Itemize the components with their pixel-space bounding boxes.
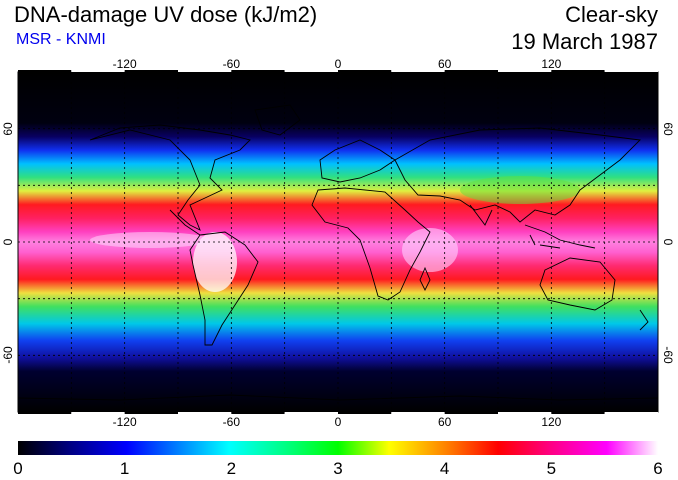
- sky-condition-label: Clear-sky: [565, 2, 658, 27]
- colorbar-label: 1: [119, 459, 130, 478]
- longitude-tick-label: -120: [112, 57, 137, 71]
- north-america-coast: [89, 124, 251, 231]
- frame-tick: [231, 412, 285, 414]
- southeast-asia-islands: [524, 224, 596, 249]
- frame-tick: [604, 70, 658, 72]
- longitude-tick-label: -120: [112, 415, 137, 429]
- colorbar-label: 3: [333, 459, 343, 478]
- colorbar: [18, 441, 658, 455]
- frame-tick: [71, 412, 125, 414]
- latitude-tick-label: 60: [1, 121, 15, 136]
- map-title: DNA-damage UV dose (kJ/m2): [14, 2, 318, 27]
- africa-coast: [311, 187, 431, 301]
- madagascar-coast: [419, 266, 431, 292]
- colorbar-label: 0: [13, 459, 23, 478]
- date-label: 19 March 1987: [511, 29, 658, 54]
- longitude-tick-label: 0: [334, 415, 342, 429]
- frame-ticks: [18, 70, 658, 414]
- latitude-tick-label: 0: [661, 238, 675, 246]
- frame-tick: [18, 70, 72, 72]
- europe-coast: [319, 139, 396, 183]
- colorbar-label: 6: [653, 459, 663, 478]
- frame-tick: [71, 70, 125, 72]
- colorbar-label: 4: [439, 459, 450, 478]
- frame-tick: [338, 70, 392, 72]
- antarctica-coast: [18, 394, 658, 401]
- longitude-tick-label: 0: [334, 57, 342, 71]
- latitude-tick-label: -60: [661, 346, 675, 364]
- frame-tick: [124, 70, 178, 72]
- longitude-tick-label: -60: [222, 415, 240, 429]
- frame-tick: [338, 412, 392, 414]
- longitude-tick-label: 60: [437, 57, 452, 71]
- frame-tick: [178, 412, 232, 414]
- asia-green-band: [460, 176, 580, 204]
- south-america-coast: [189, 231, 259, 346]
- longitude-tick-label: 120: [541, 57, 562, 71]
- frame-tick: [124, 412, 178, 414]
- longitude-tick-label: 60: [437, 415, 452, 429]
- latitude-tick-label: 60: [661, 121, 675, 136]
- australia-coast: [539, 257, 616, 311]
- frame-tick: [391, 412, 445, 414]
- frame-tick: [391, 70, 445, 72]
- longitude-tick-label: 120: [541, 415, 562, 429]
- africa-peak: [402, 228, 458, 272]
- frame-tick: [18, 412, 72, 414]
- south-america-peak: [193, 232, 237, 292]
- latitude-tick-label: -60: [1, 346, 15, 364]
- frame-tick: [551, 412, 605, 414]
- asia-coast: [394, 127, 641, 223]
- colorbar-label: 2: [226, 459, 237, 478]
- frame-tick: [444, 412, 498, 414]
- frame-tick: [444, 70, 498, 72]
- frame-tick: [498, 412, 552, 414]
- colorbar-label: 5: [546, 459, 557, 478]
- central-america-coast: [169, 209, 201, 236]
- new-zealand-coast: [639, 309, 649, 331]
- frame-tick: [551, 70, 605, 72]
- frame-tick: [178, 70, 232, 72]
- frame-tick: [604, 412, 658, 414]
- pacific-peak: [90, 232, 210, 248]
- frame-tick: [284, 412, 338, 414]
- frame-tick: [231, 70, 285, 72]
- frame-tick: [498, 70, 552, 72]
- india-coast: [469, 204, 493, 226]
- longitude-tick-label: -60: [222, 57, 240, 71]
- coastlines: [18, 104, 658, 401]
- frame-tick: [284, 70, 338, 72]
- latitude-tick-label: 0: [1, 238, 15, 246]
- gridlines: [18, 72, 658, 412]
- greenland-coast: [254, 104, 301, 136]
- source-label: MSR - KNMI: [16, 31, 106, 48]
